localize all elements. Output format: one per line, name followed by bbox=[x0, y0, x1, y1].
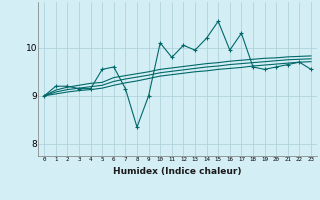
X-axis label: Humidex (Indice chaleur): Humidex (Indice chaleur) bbox=[113, 167, 242, 176]
